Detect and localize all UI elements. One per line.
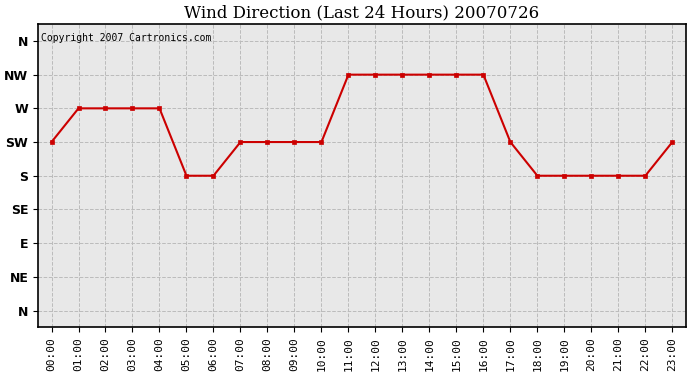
Title: Wind Direction (Last 24 Hours) 20070726: Wind Direction (Last 24 Hours) 20070726 (184, 4, 540, 21)
Text: Copyright 2007 Cartronics.com: Copyright 2007 Cartronics.com (41, 33, 212, 43)
